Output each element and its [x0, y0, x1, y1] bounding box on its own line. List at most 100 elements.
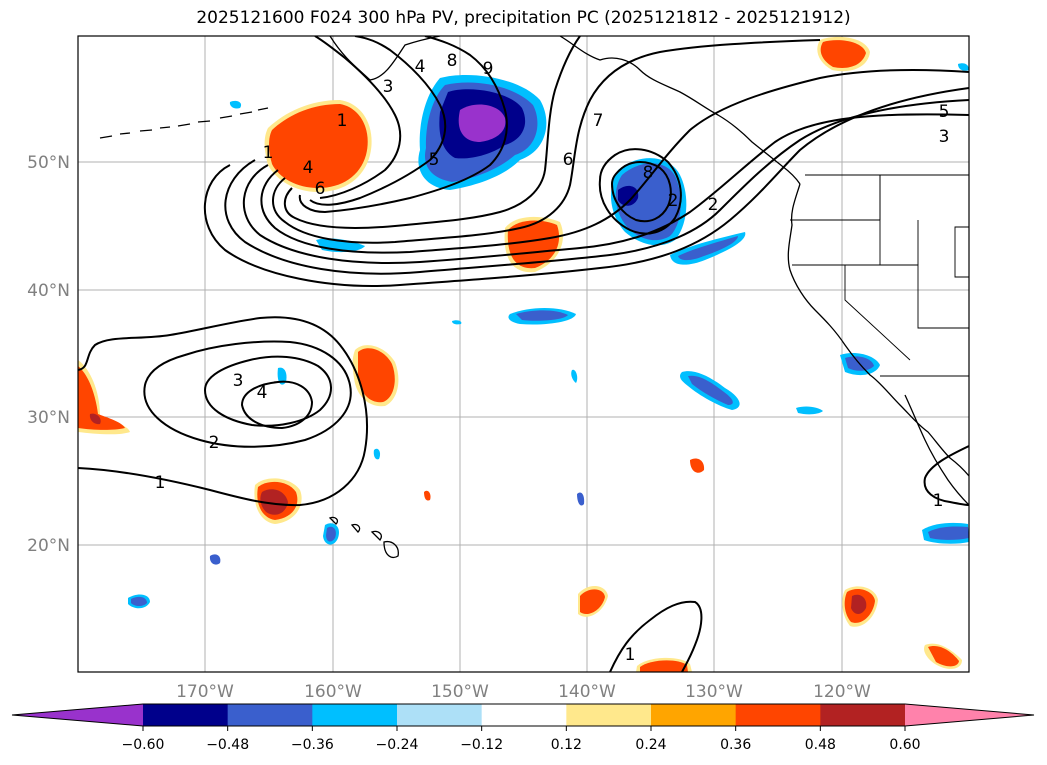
contour-label: 4 — [303, 158, 314, 178]
lon-label: 150°W — [431, 682, 489, 702]
neg-blob-ne-pacific-core — [618, 185, 639, 206]
colorbar-tick-label: 0.36 — [720, 737, 751, 753]
colorbar-cell — [820, 704, 906, 726]
contour-label: 6 — [563, 150, 574, 170]
contour-label: 5 — [429, 150, 440, 170]
neg-blob-hawaii-ne-core — [688, 375, 733, 405]
pv-contour-se — [923, 445, 969, 506]
colorbar-tick-label: −0.48 — [206, 737, 249, 753]
north-america-coast — [787, 183, 969, 477]
neg-blob-baja-core — [928, 526, 969, 540]
neg-blob-small-7 — [571, 369, 578, 383]
contour-label: 8 — [643, 163, 654, 183]
contour-label: 1 — [625, 645, 636, 665]
hawaii-islands — [328, 516, 399, 559]
pv-contour-inner-ne — [598, 148, 682, 235]
contour-label: 2 — [209, 433, 220, 453]
lat-label: 50°N — [27, 153, 70, 173]
contour-label: 1 — [155, 473, 166, 493]
colorbar-tick-label: 0.48 — [805, 737, 836, 753]
colorbar-cell — [12, 704, 143, 726]
latitude-labels: 50°N 40°N 30°N 20°N — [27, 153, 70, 556]
contour-label: 6 — [315, 179, 326, 199]
longitude-labels: 170°W 160°W 150°W 140°W 130°W 120°W — [176, 682, 871, 702]
pv-contours — [78, 36, 969, 672]
contour-label: 4 — [257, 383, 268, 403]
pos-blob-south-4-core — [640, 660, 688, 672]
neg-blob-hawaii-west-core — [326, 526, 336, 542]
colorbar-tick-label: −0.60 — [122, 737, 165, 753]
contour-labels: 1 2 3 4 5 6 7 8 9 5 3 2 8 1 4 6 2 3 4 1 … — [155, 51, 950, 665]
colorbar-cell — [397, 704, 483, 726]
pos-blob-mid-core — [507, 220, 560, 269]
colorbar-cells — [12, 704, 1034, 726]
pos-blob-aleutian-core — [269, 104, 368, 188]
pos-blob-central-core — [358, 348, 395, 403]
contour-label: 7 — [593, 111, 604, 131]
colorbar-cell — [566, 704, 652, 726]
pv-contour-2-north — [224, 99, 969, 275]
colorbar-cell — [312, 704, 398, 726]
colorbar-tick-label: 0.12 — [551, 737, 582, 753]
contour-label: 9 — [483, 59, 494, 79]
neg-blob-ne-pacific-mid — [615, 163, 681, 241]
negative-precip-areas — [128, 63, 969, 609]
pos-blob-gulf-east-core — [820, 40, 866, 68]
pos-blob-south-1-core — [580, 589, 605, 615]
neg-blob-small-3 — [277, 367, 287, 385]
pv-contour-south-1 — [78, 316, 368, 507]
contour-label: 1 — [337, 111, 348, 131]
nevada-border — [880, 264, 969, 329]
neg-blob-gulf-core — [458, 104, 506, 142]
lat-label: 40°N — [27, 281, 70, 301]
baja-peninsula — [904, 394, 969, 506]
pos-blob-south-3-core — [928, 646, 959, 667]
lon-label: 170°W — [176, 682, 234, 702]
neg-blob-small-8 — [958, 63, 969, 71]
pv-contour-south-3 — [203, 355, 332, 427]
lat-label: 20°N — [27, 536, 70, 556]
colorbar-outline — [11, 703, 1035, 727]
contour-label: 3 — [383, 77, 394, 97]
neg-blob-small-1 — [209, 554, 221, 565]
pos-blob-hawaii-red — [260, 489, 288, 515]
aleutian-islands — [99, 107, 269, 139]
lat-label: 30°N — [27, 408, 70, 428]
neg-blob-small-5 — [373, 448, 381, 460]
pos-blob-south-2-red — [851, 594, 867, 614]
contour-label: 5 — [939, 102, 950, 122]
colorbar-cell — [143, 704, 229, 726]
map-title: 2025121600 F024 300 hPa PV, precipitatio… — [196, 8, 851, 28]
pos-blob-small-2 — [424, 490, 431, 501]
contour-label: 1 — [933, 491, 944, 511]
map-frame — [77, 35, 970, 673]
colorbar-cell — [735, 704, 821, 726]
lon-label: 160°W — [304, 682, 362, 702]
pos-blob-west-red — [89, 413, 101, 425]
colorbar-ticks: −0.60 −0.48 −0.36 −0.24 −0.12 0.12 0.24 0.36 0.4… — [122, 726, 921, 753]
pv-contour-south-low — [609, 600, 703, 672]
ca-nv-diagonal — [844, 265, 911, 361]
pv-contour-6-north — [283, 36, 581, 229]
lon-label: 130°W — [685, 682, 743, 702]
state-borders — [790, 174, 969, 377]
neg-blob-streak-1-core — [678, 236, 738, 261]
neg-blob-small-6 — [229, 100, 242, 109]
lon-label: 120°W — [813, 682, 871, 702]
colorbar-tick-label: −0.12 — [460, 737, 503, 753]
pos-blob-small-1 — [690, 458, 705, 473]
pv-contour-9-west — [314, 36, 402, 199]
colorbar-cell — [481, 704, 567, 726]
pv-contour-3-north — [242, 113, 969, 264]
coastlines — [99, 36, 969, 559]
contour-label: 1 — [263, 143, 274, 163]
colorbar-cell — [905, 704, 1034, 726]
contour-label: 3 — [939, 127, 950, 147]
pv-contour-south-4 — [240, 380, 314, 430]
pv-contour-8-west — [309, 36, 447, 206]
contour-label: 8 — [447, 51, 458, 71]
contour-label: 2 — [708, 195, 719, 215]
pv-contour-4-north — [260, 69, 969, 254]
colorbar-tick-label: −0.24 — [376, 737, 419, 753]
